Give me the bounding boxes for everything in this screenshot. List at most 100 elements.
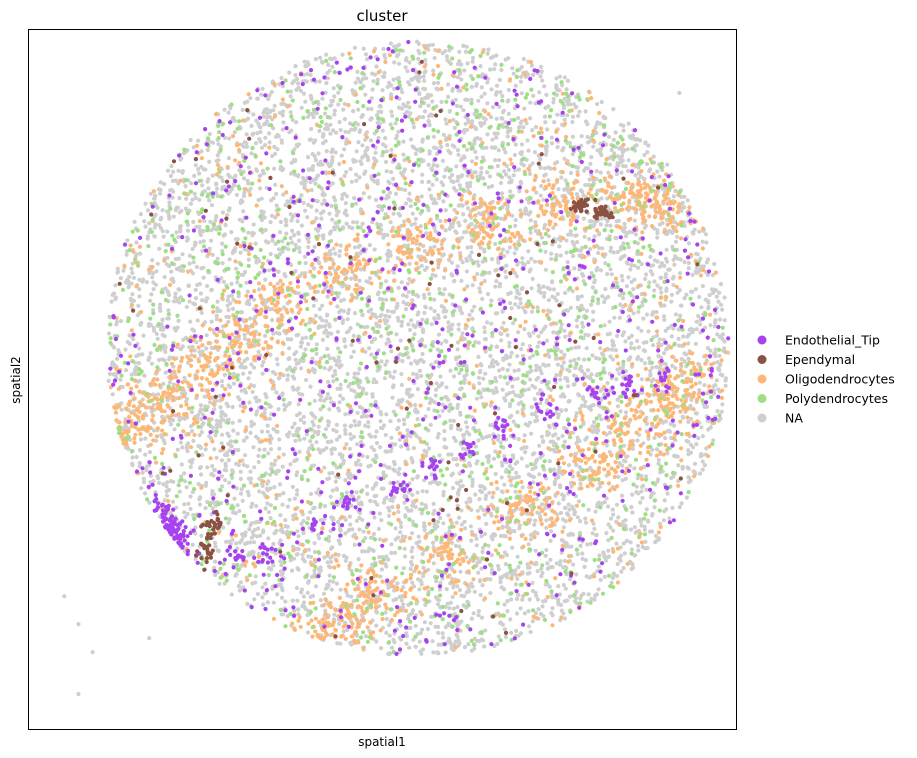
data-point-na	[343, 428, 348, 433]
data-point-na	[592, 234, 597, 239]
data-point-na	[327, 407, 332, 412]
data-point-na	[299, 193, 304, 198]
data-point-na	[500, 309, 505, 314]
data-point-na	[401, 417, 407, 422]
data-point-na	[462, 68, 467, 73]
data-point-na	[376, 135, 381, 141]
data-point-na	[507, 362, 512, 367]
data-point-na	[642, 177, 647, 182]
data-point-na	[346, 311, 351, 316]
data-point-na	[487, 174, 492, 179]
data-point-na	[374, 481, 379, 486]
data-point-na	[358, 251, 363, 256]
data-point-na	[614, 541, 619, 546]
data-point-na	[350, 88, 355, 93]
data-point-na	[419, 501, 424, 506]
data-point-na	[636, 491, 641, 496]
data-point-na	[272, 485, 277, 490]
data-point-na	[141, 333, 146, 338]
data-point-na	[426, 446, 432, 451]
data-point-na	[368, 138, 373, 143]
data-point-na	[642, 361, 648, 366]
data-point-na	[369, 96, 374, 101]
data-point-na	[655, 169, 660, 174]
data-point-na	[203, 167, 208, 172]
data-point-na	[357, 243, 362, 248]
data-point-na	[302, 420, 307, 425]
data-point-na	[504, 275, 509, 280]
data-point-na	[317, 392, 322, 397]
data-point-na	[322, 504, 328, 509]
data-point-na	[343, 531, 348, 536]
data-point-na	[201, 421, 206, 426]
data-point-na	[332, 446, 337, 451]
data-point-na	[199, 430, 204, 435]
data-point-na	[580, 324, 586, 329]
data-point-na	[296, 607, 301, 612]
data-point-na	[184, 304, 189, 310]
data-point-na	[526, 624, 532, 629]
data-point-na	[463, 218, 468, 223]
data-point-na	[549, 141, 555, 146]
data-point-na	[409, 508, 414, 513]
data-point-na	[226, 307, 231, 313]
data-point-na	[294, 473, 299, 478]
data-point-na	[364, 391, 369, 396]
data-point-na	[421, 329, 426, 335]
data-point-na	[115, 269, 120, 274]
data-point-na	[465, 425, 470, 430]
data-point-na	[317, 128, 322, 134]
data-point-na	[302, 177, 307, 182]
data-point-na	[293, 357, 298, 362]
data-point-na	[267, 268, 272, 273]
data-point-na	[325, 392, 330, 397]
data-point-na	[407, 261, 412, 266]
data-point-na	[143, 201, 148, 206]
data-point-na	[188, 494, 193, 499]
data-point-na	[639, 523, 644, 528]
data-point-na	[248, 316, 253, 321]
data-point-na	[226, 156, 231, 161]
data-point-na	[331, 86, 336, 91]
data-point-na	[478, 592, 483, 598]
data-point-na	[502, 627, 507, 632]
data-point-na	[238, 491, 244, 496]
data-point-na	[551, 96, 556, 101]
data-point-na	[322, 465, 327, 470]
data-point-na	[131, 337, 136, 342]
data-point-na	[387, 623, 392, 628]
data-point-na	[620, 296, 626, 301]
data-point-na	[628, 345, 634, 350]
data-point-na	[614, 377, 619, 382]
data-point-na	[554, 561, 559, 566]
data-point-na	[474, 543, 479, 548]
data-point-na	[542, 114, 548, 119]
data-point-na	[666, 326, 671, 331]
data-point-na	[685, 198, 690, 203]
data-point-na	[162, 181, 167, 187]
data-point-na	[435, 435, 440, 440]
data-point-na	[514, 295, 519, 300]
data-point-na	[588, 161, 593, 166]
data-point-na	[270, 370, 276, 375]
data-point-na	[266, 510, 271, 515]
data-point-na	[509, 630, 514, 635]
data-point-na	[114, 319, 120, 325]
data-point-na	[502, 169, 507, 174]
data-point-na	[700, 283, 706, 289]
data-point-na	[463, 420, 469, 425]
data-point-na	[615, 249, 620, 255]
data-point-na	[635, 356, 640, 361]
data-point-na	[419, 511, 424, 516]
data-point-na	[364, 634, 369, 639]
data-point-na	[473, 340, 478, 345]
data-point-na	[436, 80, 441, 85]
data-point-na	[564, 87, 569, 92]
data-point-na	[513, 217, 518, 223]
data-point-na	[618, 302, 623, 307]
data-point-na	[494, 116, 499, 121]
data-point-na	[209, 203, 215, 208]
data-point-na	[588, 247, 593, 252]
data-point-na	[363, 52, 369, 57]
data-point-na	[338, 528, 343, 533]
